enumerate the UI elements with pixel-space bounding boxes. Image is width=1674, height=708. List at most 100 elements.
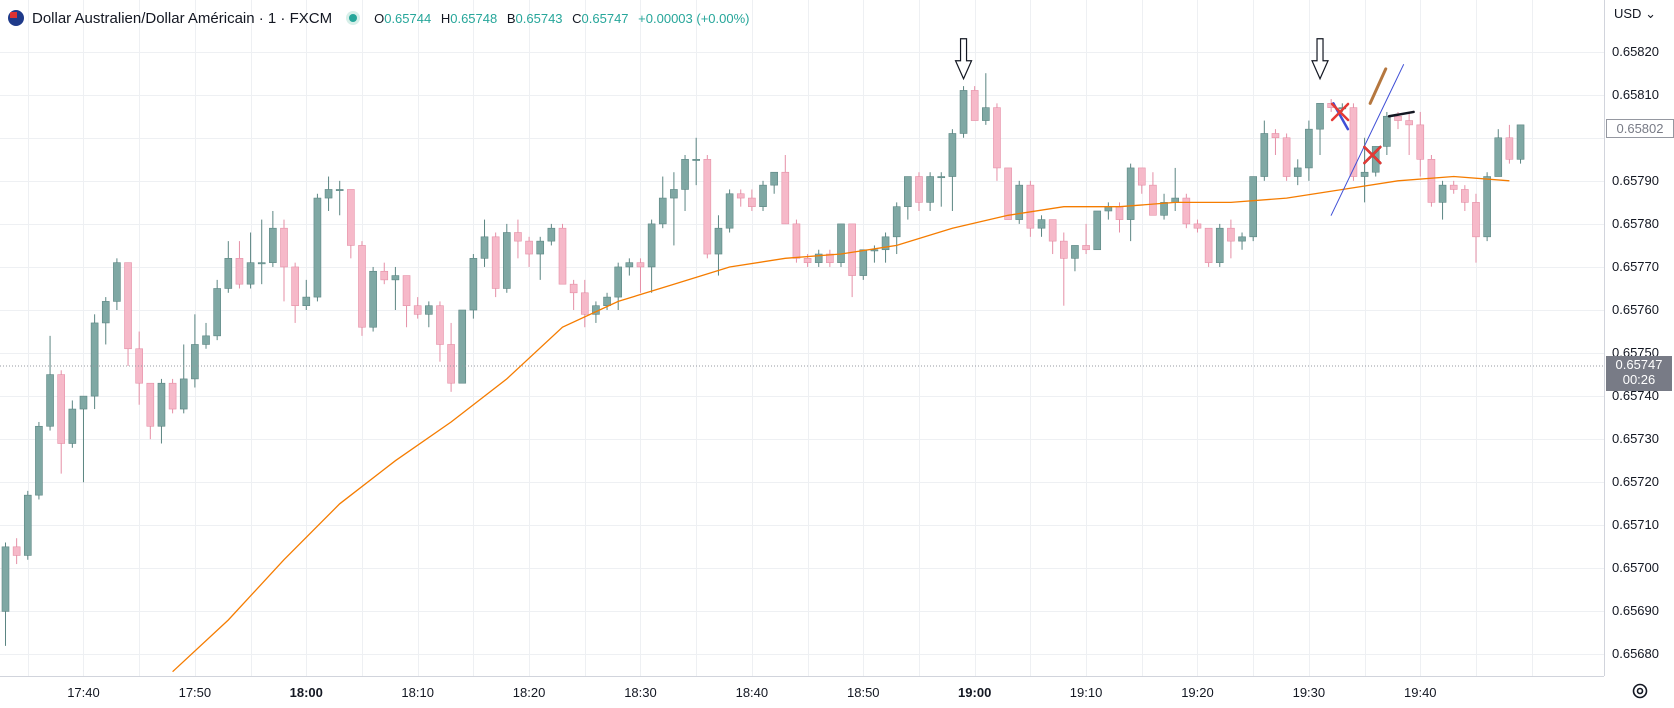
- candle-up: [1260, 133, 1269, 177]
- brush-stroke-black: [1387, 110, 1415, 118]
- symbol-legend: Dollar Australien/Dollar Américain · 1 ·…: [8, 8, 755, 28]
- candle-up: [814, 253, 823, 263]
- candle-down: [436, 305, 444, 345]
- time-axis-label: 18:40: [735, 685, 769, 700]
- candle-up: [1383, 115, 1391, 147]
- candle-up: [1360, 171, 1369, 177]
- candle-down: [1405, 120, 1413, 126]
- close-value: 0.65747: [581, 10, 629, 26]
- price-axis-label: 0.65760: [1612, 302, 1659, 317]
- chevron-down-icon: ⌄: [1645, 6, 1656, 21]
- candle-up: [90, 322, 99, 397]
- currency-selector[interactable]: USD ⌄: [1614, 6, 1656, 22]
- candle-up: [1215, 227, 1224, 263]
- candle-up: [179, 378, 188, 410]
- symbol-title[interactable]: Dollar Australien/Dollar Américain · 1 ·…: [32, 9, 333, 27]
- candle-up: [692, 159, 700, 161]
- candlestick-chart[interactable]: [0, 0, 1604, 676]
- candle-up: [113, 262, 121, 302]
- candle-up: [391, 275, 400, 281]
- time-axis[interactable]: [0, 676, 1604, 708]
- candle-up: [1438, 184, 1447, 203]
- settings-gear-icon[interactable]: [1630, 681, 1650, 701]
- time-axis-label: 19:10: [1069, 685, 1103, 700]
- candle-up: [1126, 167, 1135, 220]
- price-axis-label: 0.65770: [1612, 258, 1659, 274]
- candle-down: [792, 223, 801, 259]
- candle-up: [1305, 128, 1313, 169]
- candle-up: [926, 176, 934, 203]
- time-axis-label: 17:40: [67, 685, 100, 700]
- candle-up: [1, 546, 10, 612]
- candle-up: [1015, 184, 1024, 220]
- candle-down: [12, 546, 21, 556]
- candle-down: [413, 305, 422, 315]
- candle-down: [168, 382, 177, 410]
- time-axis-label: 18:20: [512, 685, 546, 700]
- candle-up: [625, 262, 634, 268]
- price-axis-label: 0.65680: [1612, 646, 1659, 662]
- candle-up: [425, 305, 433, 315]
- low-key: B: [506, 10, 516, 26]
- candle-down: [380, 270, 389, 281]
- price-axis-label: 0.65730: [1612, 431, 1659, 447]
- candle-down: [1271, 133, 1280, 139]
- time-axis-label: 19:30: [1292, 685, 1326, 700]
- candle-down: [1060, 240, 1068, 259]
- candle-up: [1249, 176, 1257, 238]
- candle-down: [736, 193, 745, 199]
- candle-down: [358, 245, 366, 328]
- price-axis-label: 0.65690: [1612, 603, 1659, 619]
- time-axis-label: 18:50: [846, 685, 880, 700]
- price-axis[interactable]: [1604, 0, 1674, 676]
- candle-up: [79, 395, 88, 410]
- candle-up: [1516, 124, 1525, 160]
- candle-down: [1026, 184, 1035, 229]
- candle-up: [837, 223, 845, 263]
- candle-up: [1160, 202, 1168, 216]
- candle-up: [904, 176, 912, 207]
- candle-down: [1082, 245, 1090, 251]
- candle-up: [1037, 219, 1046, 229]
- time-axis-label: 19:20: [1181, 685, 1214, 700]
- candle-down: [1282, 137, 1291, 177]
- last-price-value: 0.65747: [1615, 356, 1663, 372]
- candle-up: [714, 227, 723, 255]
- candle-up: [647, 223, 656, 268]
- close-key: C: [572, 10, 582, 26]
- candle-up: [68, 408, 77, 444]
- candle-up: [502, 232, 511, 289]
- candle-up: [870, 249, 879, 252]
- cross-mark-red: [1363, 145, 1382, 165]
- candle-down: [580, 292, 589, 315]
- price-axis-label: 0.65820: [1612, 43, 1659, 59]
- candle-up: [536, 240, 545, 255]
- candle-down: [569, 283, 578, 294]
- down-arrow-marker: [954, 38, 973, 81]
- candle-down: [826, 253, 834, 263]
- price-axis-label: 0.65740: [1612, 388, 1659, 404]
- market-status-icon[interactable]: [346, 11, 361, 25]
- time-axis-label: 19:00: [958, 685, 992, 700]
- candle-up: [191, 344, 199, 380]
- candle-down: [146, 382, 155, 427]
- time-axis-label: 18:00: [289, 685, 323, 700]
- candle-down: [1449, 184, 1458, 190]
- candle-down: [848, 223, 856, 276]
- candle-down: [347, 189, 355, 246]
- candle-down: [525, 240, 533, 255]
- price-pane[interactable]: [0, 0, 1604, 676]
- aud-flag-icon: [8, 10, 24, 26]
- candle-up: [46, 374, 54, 427]
- candle-up: [157, 382, 166, 427]
- candle-up: [959, 90, 968, 134]
- candle-up: [369, 270, 377, 328]
- candle-up: [725, 193, 734, 229]
- candle-up: [1093, 210, 1102, 251]
- time-axis-label: 19:40: [1403, 685, 1437, 700]
- candle-down: [1115, 206, 1124, 220]
- candle-up: [202, 335, 210, 345]
- time-axis-label: 18:30: [624, 685, 657, 700]
- candle-down: [1505, 137, 1514, 160]
